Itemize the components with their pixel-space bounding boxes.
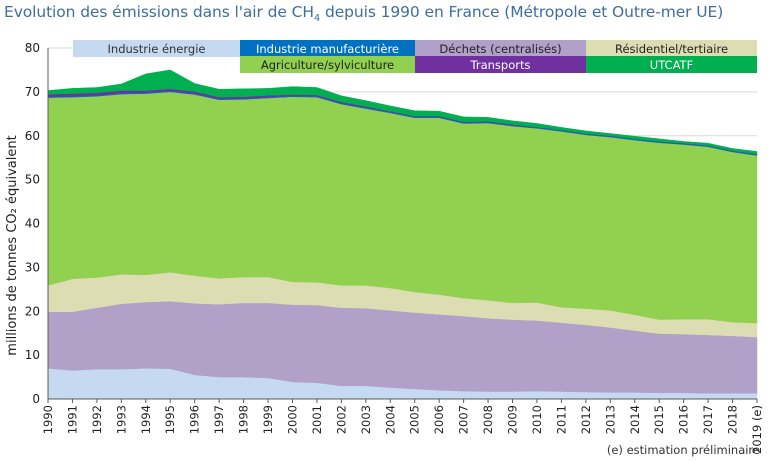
x-tick-label: 1999 — [261, 405, 275, 434]
x-tick-label: 1990 — [41, 405, 55, 434]
legend-item: UTCATF — [586, 56, 757, 73]
x-tick-label: 2007 — [457, 405, 471, 434]
x-tick-label: 1991 — [65, 405, 79, 434]
x-tick-label: 2011 — [554, 405, 568, 434]
y-tick-label: 80 — [25, 41, 40, 55]
x-tick-label: 2006 — [432, 405, 446, 434]
legend-item: Agriculture/sylviculture — [240, 56, 415, 73]
y-axis-title: millions de tonnes CO₂ équivalent — [5, 135, 20, 355]
x-tick-label: 2009 — [506, 405, 520, 434]
x-tick-label: 2015 — [652, 405, 666, 434]
x-tick-label: 2010 — [530, 405, 544, 434]
y-tick-label: 20 — [25, 304, 40, 318]
x-tick-label: 1997 — [212, 405, 226, 434]
y-tick-label: 60 — [25, 129, 40, 143]
y-tick-label: 50 — [25, 173, 40, 187]
y-tick-label: 0 — [32, 392, 40, 406]
y-tick-label: 70 — [25, 85, 40, 99]
x-tick-label: 2014 — [628, 405, 642, 434]
x-tick-label: 2000 — [285, 405, 299, 434]
x-tick-label: 2017 — [701, 405, 715, 434]
x-tick-label: 1992 — [90, 405, 104, 434]
x-tick-label: 2012 — [579, 405, 593, 434]
x-tick-label: 1993 — [114, 405, 128, 434]
x-tick-label: 2013 — [603, 405, 617, 434]
x-tick-label: 1994 — [139, 405, 153, 434]
chart-title: Evolution des émissions dans l'air de CH… — [4, 3, 724, 25]
y-tick-label: 40 — [25, 217, 40, 231]
x-tick-label: 1996 — [188, 405, 202, 434]
y-tick-label: 30 — [25, 260, 40, 274]
legend-item: Déchets (centralisés) — [415, 40, 586, 57]
x-tick-label: 2018 — [726, 405, 740, 434]
x-tick-label: 1995 — [163, 405, 177, 434]
x-tick-label: 2002 — [334, 405, 348, 434]
x-tick-label: 2004 — [383, 405, 397, 434]
legend-item: Résidentiel/tertiaire — [586, 40, 757, 57]
y-tick-label: 10 — [25, 348, 40, 362]
x-tick-label: 2019 (e) — [750, 405, 764, 454]
legend-item: Transports — [415, 56, 586, 73]
x-tick-label: 1998 — [237, 405, 251, 434]
x-tick-label: 2016 — [677, 405, 691, 434]
estimate-note: (e) estimation préliminaire — [606, 443, 760, 457]
area-series-6 — [47, 69, 758, 155]
x-tick-label: 2003 — [359, 405, 373, 434]
x-tick-label: 2005 — [408, 405, 422, 434]
x-tick-label: 2008 — [481, 405, 495, 434]
legend-item: Industrie manufacturière — [240, 40, 415, 57]
x-tick-label: 2001 — [310, 405, 324, 434]
legend-item: Industrie énergie — [73, 40, 240, 57]
